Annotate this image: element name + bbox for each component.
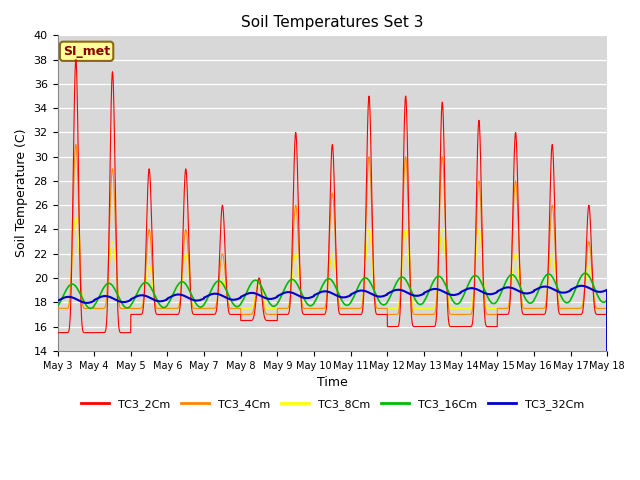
Y-axis label: Soil Temperature (C): Soil Temperature (C) [15, 129, 28, 257]
Text: SI_met: SI_met [63, 45, 110, 58]
Legend: TC3_2Cm, TC3_4Cm, TC3_8Cm, TC3_16Cm, TC3_32Cm: TC3_2Cm, TC3_4Cm, TC3_8Cm, TC3_16Cm, TC3… [76, 395, 588, 415]
Title: Soil Temperatures Set 3: Soil Temperatures Set 3 [241, 15, 424, 30]
X-axis label: Time: Time [317, 376, 348, 389]
